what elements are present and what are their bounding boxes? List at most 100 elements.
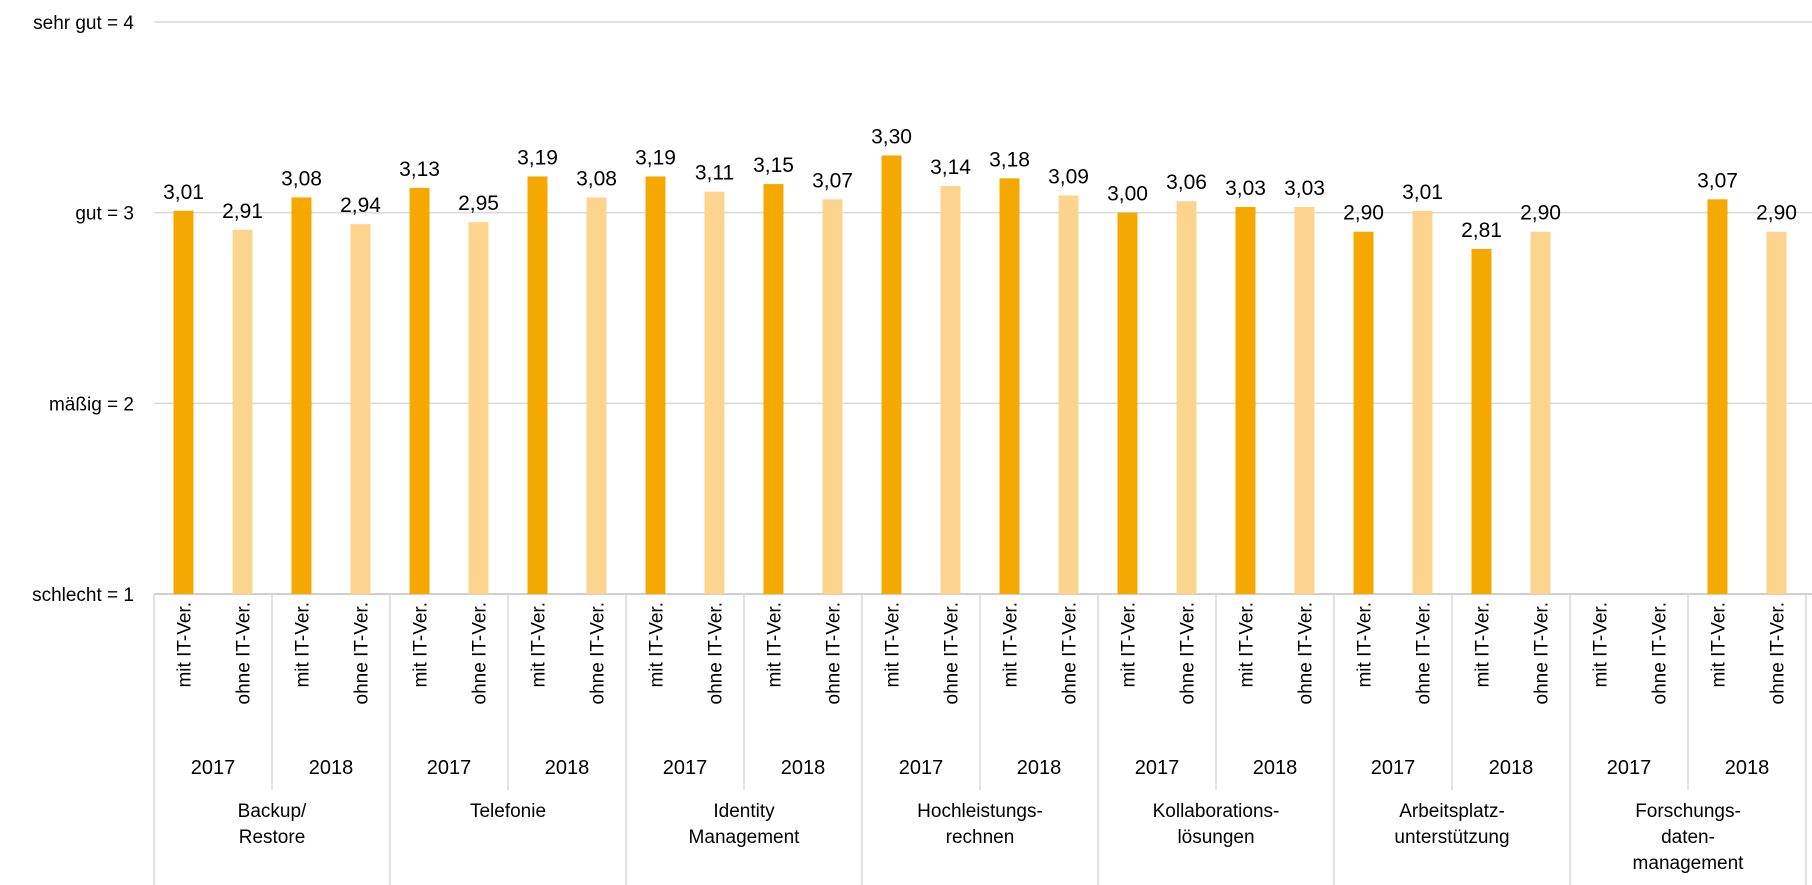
bar — [1058, 195, 1079, 595]
group-label: Arbeitsplatz-unterstützung — [1394, 801, 1509, 848]
data-label: 3,03 — [1225, 177, 1266, 200]
data-label: 2,81 — [1461, 219, 1502, 242]
category-label: mit IT-Ver. — [1355, 602, 1376, 688]
category-label: mit IT-Ver. — [647, 602, 668, 688]
bar — [881, 155, 902, 594]
bar — [586, 197, 607, 594]
y-tick-label: schlecht = 1 — [32, 585, 134, 606]
group-label: Backup/Restore — [238, 801, 307, 848]
year-label: 2017 — [1135, 757, 1180, 779]
year-label: 2018 — [1489, 757, 1534, 779]
year-label: 2017 — [663, 757, 708, 779]
group-label-line: Hochleistungs- — [917, 801, 1043, 822]
category-label: ohne IT-Ver. — [1296, 602, 1317, 704]
data-label: 3,07 — [812, 169, 853, 192]
bar — [173, 210, 194, 594]
bar — [468, 222, 489, 594]
category-label: ohne IT-Ver. — [706, 602, 727, 704]
bar — [527, 176, 548, 594]
category-label: mit IT-Ver. — [765, 602, 786, 688]
year-label: 2018 — [1017, 757, 1062, 779]
category-label: mit IT-Ver. — [1709, 602, 1730, 688]
category-label: mit IT-Ver. — [1473, 602, 1494, 688]
category-label: mit IT-Ver. — [1119, 602, 1140, 688]
group-label-line: Backup/ — [238, 801, 307, 822]
category-label: mit IT-Ver. — [1001, 602, 1022, 688]
category-label: mit IT-Ver. — [529, 602, 550, 688]
category-label: ohne IT-Ver. — [824, 602, 845, 704]
bar — [940, 185, 961, 594]
group-label: Kollaborations-lösungen — [1153, 801, 1280, 848]
group-label-line: daten- — [1661, 827, 1715, 848]
group-label: Identity Management — [689, 801, 801, 848]
data-label: 3,07 — [1697, 169, 1738, 192]
bar — [1530, 231, 1551, 594]
data-label: 3,19 — [517, 146, 558, 169]
bar — [645, 176, 666, 594]
bar — [1176, 201, 1197, 594]
category-label: mit IT-Ver. — [1237, 602, 1258, 688]
group-label-line: Arbeitsplatz- — [1399, 801, 1505, 822]
group-label-line: management — [1633, 853, 1745, 874]
group-label-line: Management — [689, 827, 801, 848]
bar — [350, 224, 371, 594]
year-label: 2018 — [1725, 757, 1770, 779]
data-label: 2,95 — [458, 192, 499, 215]
bar — [1412, 210, 1433, 594]
bar — [1766, 231, 1787, 594]
data-label: 3,08 — [281, 167, 322, 190]
bar — [232, 229, 253, 594]
group-label-line: Restore — [239, 827, 306, 848]
category-label: mit IT-Ver. — [411, 602, 432, 688]
group-label-line: Telefonie — [470, 801, 546, 822]
data-label: 3,13 — [399, 158, 440, 181]
bar — [1117, 212, 1138, 594]
data-label: 3,01 — [1402, 181, 1443, 204]
bar — [291, 197, 312, 594]
category-label: ohne IT-Ver. — [470, 602, 491, 704]
y-tick-label: gut = 3 — [75, 204, 134, 225]
bar — [1707, 199, 1728, 594]
bar — [999, 178, 1020, 594]
data-label: 3,08 — [576, 167, 617, 190]
bar — [409, 187, 430, 594]
category-label: ohne IT-Ver. — [352, 602, 373, 704]
data-label: 3,06 — [1166, 171, 1207, 194]
data-label: 3,09 — [1048, 166, 1089, 189]
group-label: Telefonie — [470, 801, 546, 822]
data-label: 2,90 — [1520, 202, 1561, 225]
group-label: Forschungs-daten-management — [1633, 801, 1745, 874]
year-label: 2018 — [1253, 757, 1298, 779]
data-label: 2,90 — [1343, 202, 1384, 225]
data-label: 3,19 — [635, 146, 676, 169]
category-label: ohne IT-Ver. — [1060, 602, 1081, 704]
bar — [763, 184, 784, 595]
data-label: 2,91 — [222, 200, 263, 223]
category-label: mit IT-Ver. — [1591, 602, 1612, 688]
category-label: mit IT-Ver. — [293, 602, 314, 688]
year-label: 2018 — [545, 757, 590, 779]
data-label: 2,90 — [1756, 202, 1797, 225]
bar — [1471, 248, 1492, 595]
y-tick-label: mäßig = 2 — [49, 394, 134, 415]
group-label-line: unterstützung — [1394, 827, 1509, 848]
category-label: ohne IT-Ver. — [1532, 602, 1553, 704]
category-label: ohne IT-Ver. — [234, 602, 255, 704]
group-label-line: Identity — [713, 801, 775, 822]
y-tick-label: sehr gut = 4 — [33, 13, 134, 34]
data-label: 3,18 — [989, 148, 1030, 171]
bar — [1353, 231, 1374, 594]
data-label: 3,11 — [695, 162, 734, 185]
year-label: 2017 — [1607, 757, 1652, 779]
bar — [1294, 206, 1315, 595]
year-label: 2018 — [309, 757, 354, 779]
year-label: 2017 — [191, 757, 236, 779]
group-label-line: rechnen — [946, 827, 1015, 848]
category-label: ohne IT-Ver. — [1650, 602, 1671, 704]
bar — [822, 199, 843, 594]
data-label: 3,30 — [871, 125, 912, 148]
category-label: ohne IT-Ver. — [1414, 602, 1435, 704]
year-label: 2018 — [781, 757, 826, 779]
bar — [1235, 206, 1256, 595]
